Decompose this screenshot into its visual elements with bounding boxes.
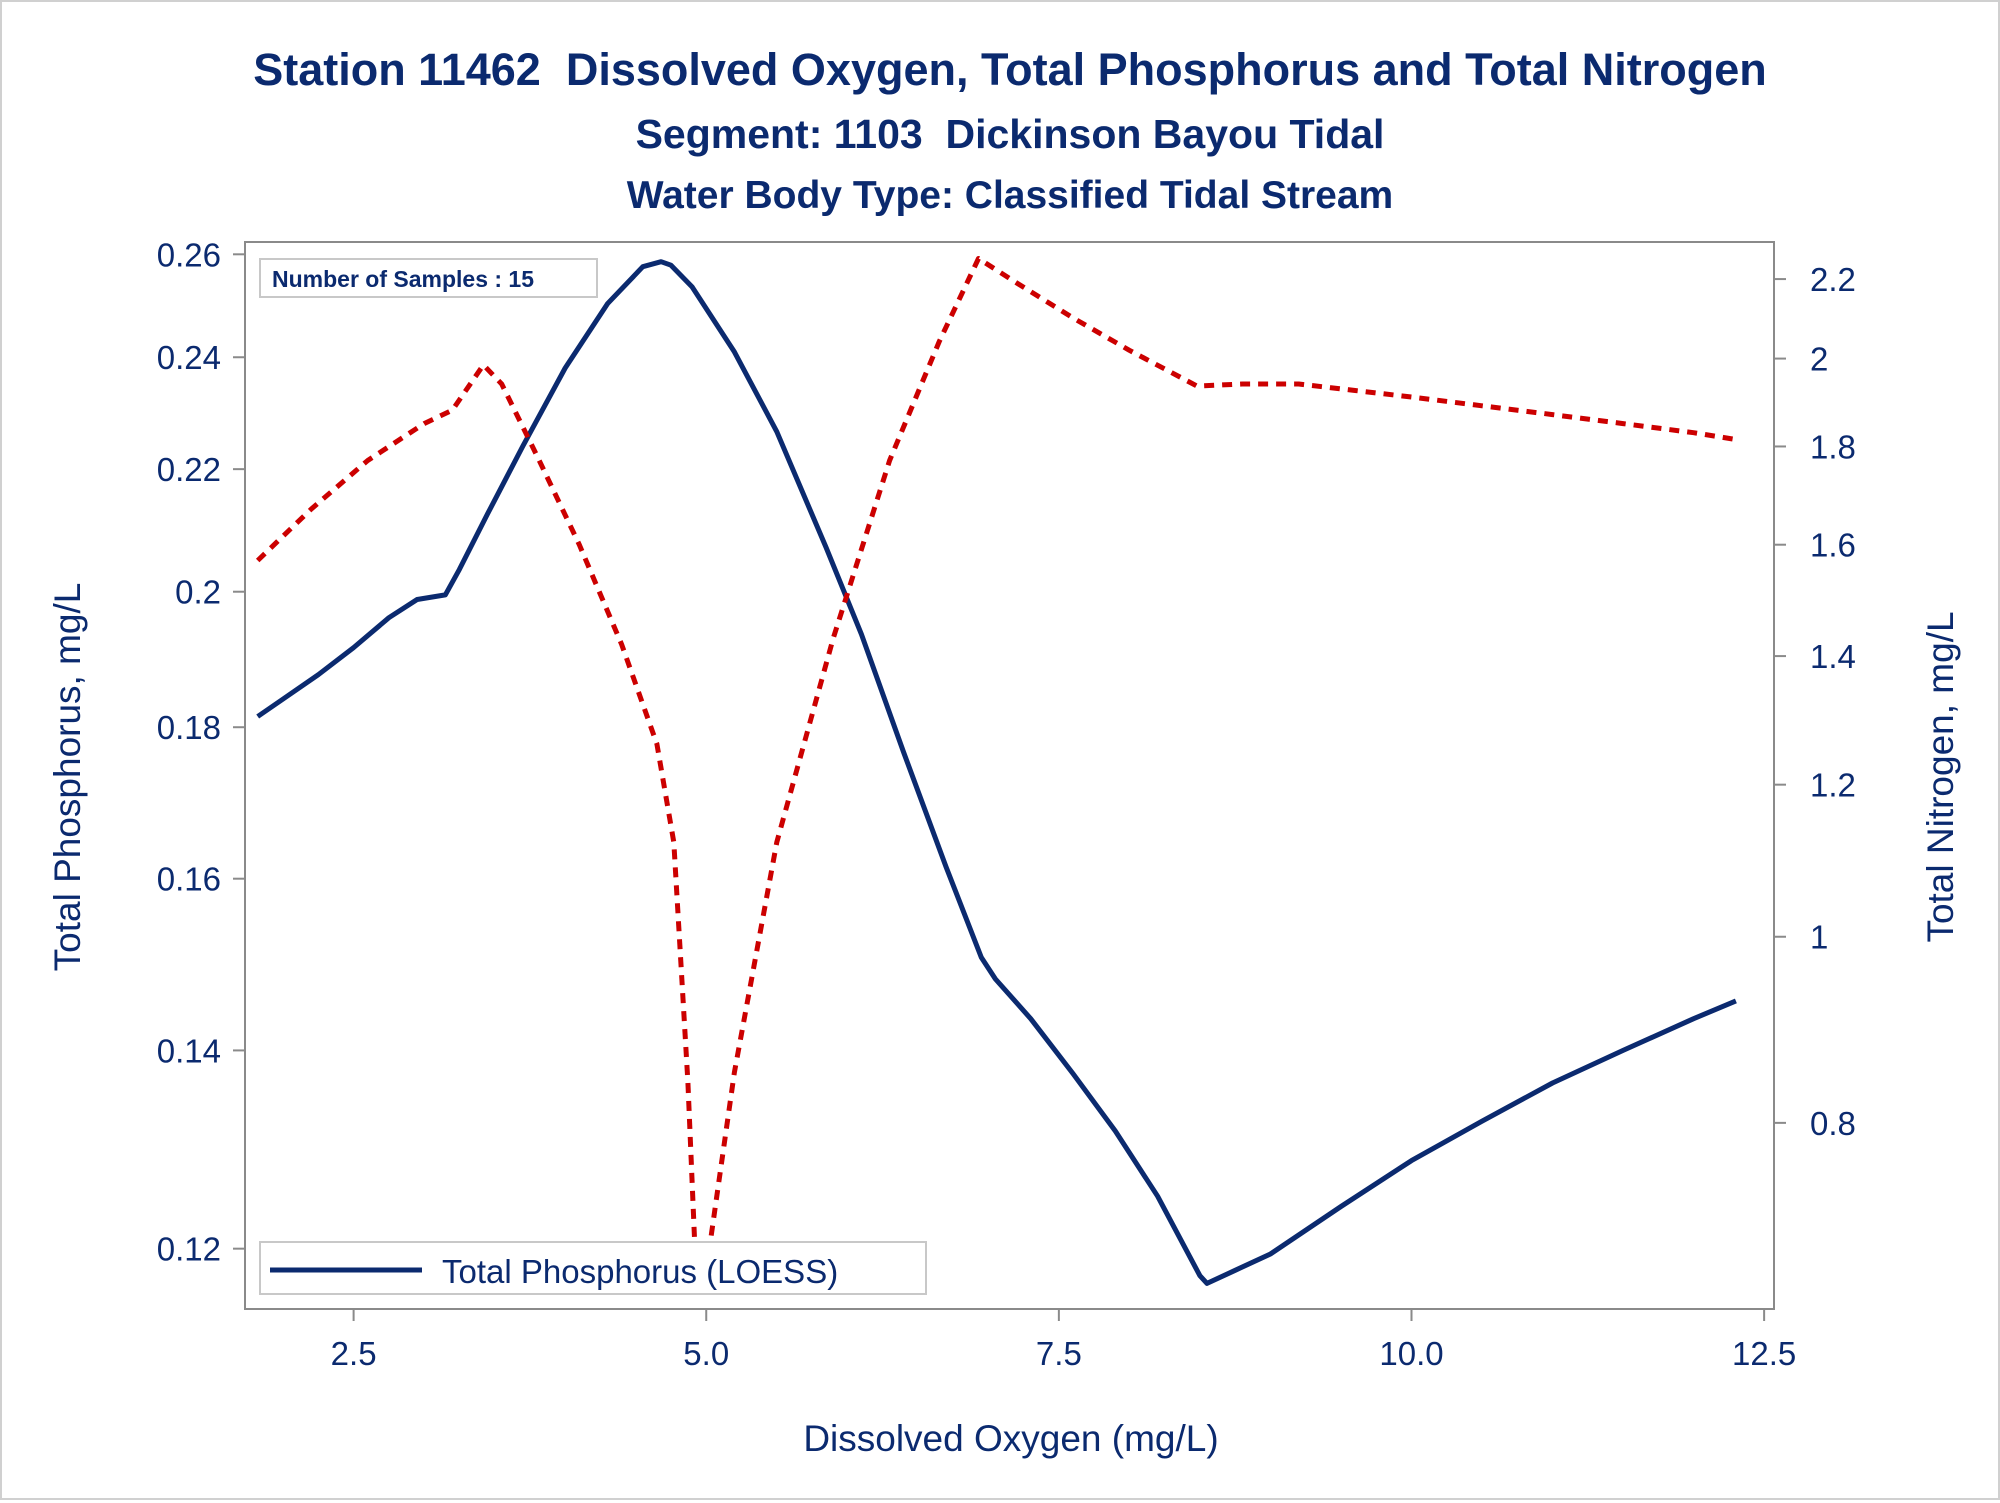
y-right-tick-label: 1.2 bbox=[1810, 767, 1856, 804]
y-left-tick-label: 0.2 bbox=[175, 574, 221, 611]
y-right-tick-label: 0.8 bbox=[1810, 1105, 1856, 1142]
series-layer bbox=[255, 256, 1737, 1286]
y-left-tick-label: 0.16 bbox=[157, 861, 221, 898]
x-tick-label: 5.0 bbox=[683, 1335, 729, 1372]
y-right-tick-label: 2.2 bbox=[1810, 261, 1856, 298]
y-left-tick-label: 0.12 bbox=[157, 1231, 221, 1268]
y-right-axis-ticks: 2.2 2 1.8 1.6 1.4 1.2 1 0.8 bbox=[1774, 261, 1856, 1142]
legend-label-total-phosphorus: Total Phosphorus (LOESS) bbox=[442, 1253, 838, 1290]
y-right-tick-label: 1 bbox=[1810, 919, 1828, 956]
y-left-tick-label: 0.22 bbox=[157, 451, 221, 488]
sample-count-label: Number of Samples : 15 bbox=[272, 266, 534, 292]
x-axis-ticks: 2.5 5.0 7.5 10.0 12.5 bbox=[331, 1309, 1796, 1372]
total-nitrogen-line bbox=[255, 256, 1737, 1286]
y-left-axis-ticks: 0.26 0.24 0.22 0.2 0.18 0.16 0.14 0.12 bbox=[157, 236, 245, 1268]
y-left-tick-label: 0.26 bbox=[157, 236, 221, 273]
chart-subtitle-2: Water Body Type: Classified Tidal Stream bbox=[627, 174, 1393, 217]
y-right-tick-label: 2 bbox=[1810, 341, 1828, 378]
y-left-tick-label: 0.24 bbox=[157, 339, 221, 376]
x-tick-label: 7.5 bbox=[1036, 1335, 1082, 1372]
y-left-axis-label: Total Phosphorus, mg/L bbox=[47, 583, 88, 972]
x-tick-label: 12.5 bbox=[1732, 1335, 1796, 1372]
chart-subtitle: Segment: 1103 Dickinson Bayou Tidal bbox=[636, 111, 1385, 157]
sample-count-box bbox=[259, 258, 598, 298]
x-tick-label: 2.5 bbox=[331, 1335, 377, 1372]
x-axis-label: Dissolved Oxygen (mg/L) bbox=[803, 1418, 1218, 1459]
total-phosphorus-line bbox=[256, 259, 1737, 1286]
y-right-axis-label: Total Nitrogen, mg/L bbox=[1920, 611, 1961, 942]
y-right-tick-label: 1.8 bbox=[1810, 428, 1856, 465]
y-left-tick-label: 0.18 bbox=[157, 709, 221, 746]
y-right-tick-label: 1.4 bbox=[1810, 638, 1856, 675]
x-tick-label: 10.0 bbox=[1379, 1335, 1443, 1372]
y-right-tick-label: 1.6 bbox=[1810, 527, 1856, 564]
y-left-tick-label: 0.14 bbox=[157, 1032, 221, 1069]
plot-area bbox=[244, 241, 1775, 1310]
chart-title: Station 11462 Dissolved Oxygen, Total Ph… bbox=[253, 44, 1767, 95]
